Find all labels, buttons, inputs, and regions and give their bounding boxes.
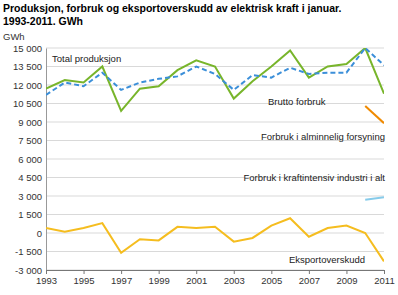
grid-line: [46, 122, 384, 123]
x-tick: 2003: [224, 270, 245, 286]
x-tick-mark: [384, 270, 385, 274]
y-tick: 0: [37, 228, 46, 239]
grid-line: [46, 214, 384, 215]
y-tick-label: 9 000: [18, 117, 42, 128]
grid: [46, 48, 384, 270]
y-axis-title: GWh: [3, 31, 25, 42]
y-tick-label: 6 000: [18, 154, 42, 165]
y-axis: -3 000-1 50001 5003 0004 5006 0007 5009 …: [13, 43, 47, 276]
y-tick-label: 3 000: [18, 191, 42, 202]
y-tick: 12 000: [13, 80, 46, 91]
series-line: [46, 48, 384, 111]
y-tick: 6 000: [18, 154, 46, 165]
y-tick-label: -1 500: [15, 246, 42, 257]
x-tick-label: 2003: [224, 275, 245, 286]
x-tick-mark: [159, 270, 160, 274]
series-label: Brutto forbruk: [268, 96, 326, 107]
chart: Produksjon, forbruk og eksportoverskudd …: [0, 0, 398, 295]
series-label: Forbruk i alminnelig forsyning: [261, 131, 385, 142]
y-tick-label: 12 000: [13, 80, 42, 91]
x-tick-mark: [346, 270, 347, 274]
grid-line: [46, 233, 384, 234]
y-tick: -1 500: [15, 246, 46, 257]
x-tick-mark: [309, 270, 310, 274]
x-tick-mark: [234, 270, 235, 274]
y-tick-label: 15 000: [13, 43, 42, 54]
y-tick: 1 500: [18, 209, 46, 220]
x-tick-label: 1995: [73, 275, 94, 286]
x-tick: 1995: [73, 270, 94, 286]
x-tick-mark: [271, 270, 272, 274]
y-tick-label: 4 500: [18, 172, 42, 183]
grid-line: [46, 48, 384, 49]
series-line: [365, 106, 384, 123]
y-tick: 13 500: [13, 61, 46, 72]
y-tick: 15 000: [13, 43, 46, 54]
y-axis-line: [46, 49, 47, 271]
y-tick-label: 10 500: [13, 98, 42, 109]
x-tick-label: 1993: [36, 275, 57, 286]
series-label: Eksportoverskudd: [289, 254, 365, 265]
x-tick: 2011: [374, 270, 394, 286]
x-tick-label: 2011: [374, 275, 394, 286]
grid-line: [46, 103, 384, 104]
x-tick: 1993: [36, 270, 57, 286]
y-tick-label: 1 500: [18, 209, 42, 220]
x-tick: 2001: [186, 270, 207, 286]
x-tick-mark: [46, 270, 47, 274]
y-tick: 9 000: [18, 117, 46, 128]
x-tick-label: 1997: [111, 275, 132, 286]
grid-line: [46, 159, 384, 160]
y-tick-label: 13 500: [13, 61, 42, 72]
grid-line: [46, 85, 384, 86]
series-label: Forbruk i kraftintensiv industri i alt: [244, 172, 386, 183]
y-tick: 10 500: [13, 98, 46, 109]
y-tick-label: 7 500: [18, 135, 42, 146]
plot-area: [46, 48, 384, 261]
series-line: [365, 197, 384, 199]
title: Produksjon, forbruk og eksportoverskudd …: [3, 2, 342, 27]
x-tick-label: 1999: [149, 275, 170, 286]
x-tick: 1997: [111, 270, 132, 286]
y-tick-label: 0: [37, 228, 42, 239]
y-tick: 4 500: [18, 172, 46, 183]
x-axis: 1993 1995 1997 1999 2001 2003 2005 2007 2009 2011: [36, 270, 395, 286]
x-tick-label: 2001: [186, 275, 207, 286]
x-tick: 2007: [299, 270, 320, 286]
x-axis-line: [47, 271, 385, 275]
x-tick-mark: [196, 270, 197, 274]
series-line: [46, 48, 384, 95]
x-tick-mark: [121, 270, 122, 274]
x-tick: 1999: [149, 270, 170, 286]
x-tick: 2009: [336, 270, 357, 286]
series-label: Total produksjon: [52, 53, 121, 64]
x-tick-label: 2009: [336, 275, 357, 286]
x-tick-label: 2005: [261, 275, 282, 286]
y-tick: 3 000: [18, 191, 46, 202]
series-labels: Total produksjon Brutto forbruk Forbruk i …: [52, 53, 385, 265]
x-tick-mark: [84, 270, 85, 274]
y-tick: 7 500: [18, 135, 46, 146]
x-tick-label: 2007: [299, 275, 320, 286]
grid-line: [46, 196, 384, 197]
grid-line: [46, 251, 384, 252]
x-tick: 2005: [261, 270, 282, 286]
